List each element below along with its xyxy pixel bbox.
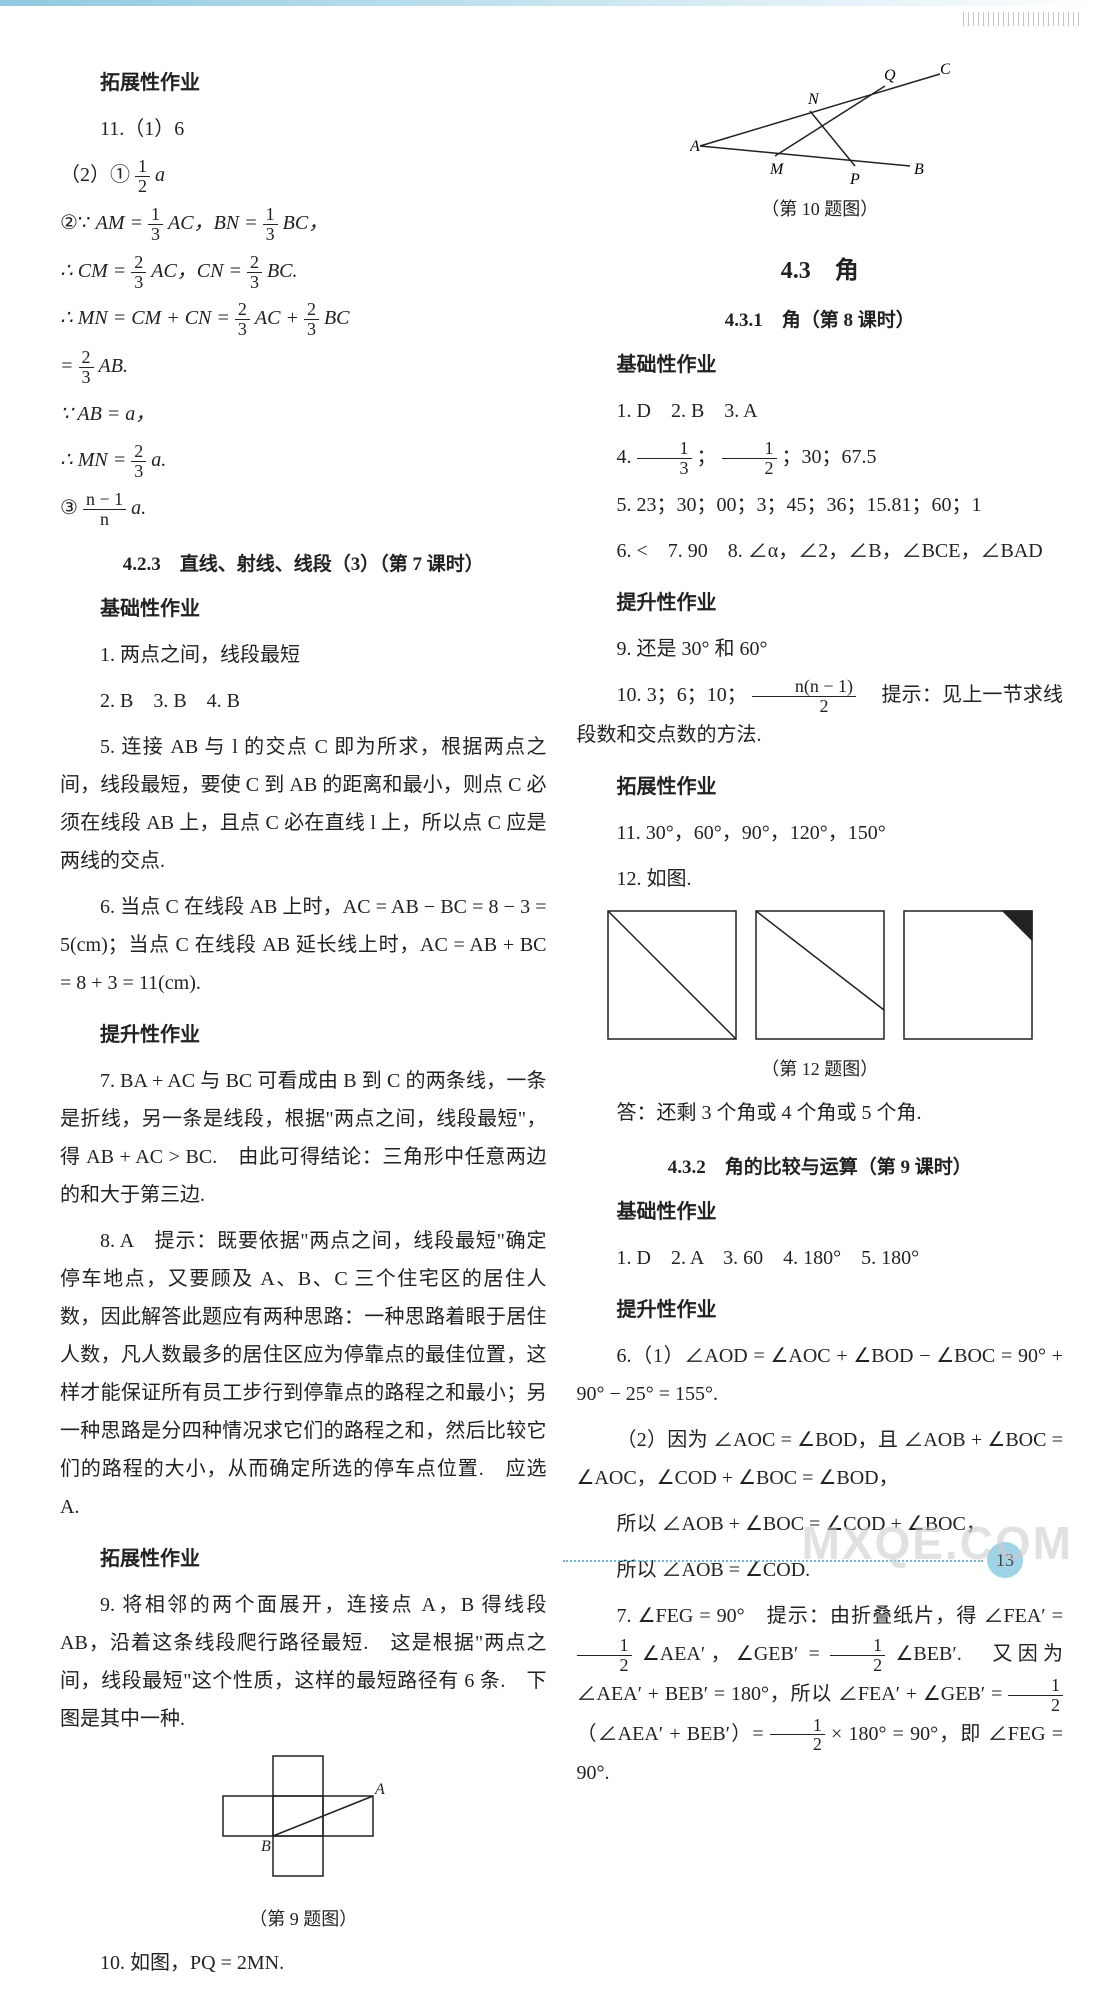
q11-2-1: （2）① 12 a	[60, 156, 547, 196]
u7: 7. BA + AC 与 BC 可看成由 B 到 C 的两条线，一条是折线，另一…	[60, 1062, 547, 1214]
figure-9: A B	[183, 1746, 423, 1896]
b234: 2. B 3. B 4. B	[60, 682, 547, 720]
ext2-label: 拓展性作业	[60, 1540, 547, 1578]
figure-12	[577, 910, 1064, 1040]
fig12-caption: （第 12 题图）	[577, 1052, 1064, 1086]
basic-label: 基础性作业	[60, 590, 547, 628]
rb5: 5. 23；30；00；3；45；36；15.81；60；1	[577, 486, 1064, 524]
sec-431: 4.3.1 角（第 8 课时）	[577, 305, 1064, 332]
svg-text:Q: Q	[884, 67, 896, 84]
u8: 8. A 提示：既要依据"两点之间，线段最短"确定停车地点，又要顾及 A、B、C…	[60, 1222, 547, 1526]
rc7: 7. ∠FEG = 90° 提示：由折叠纸片，得 ∠FEA′ = 12 ∠AEA…	[577, 1597, 1064, 1792]
fig9-caption: （第 9 题图）	[60, 1902, 547, 1936]
q11-1: 11.（1）6	[60, 110, 547, 148]
re11: 11. 30°，60°，90°，120°，150°	[577, 814, 1064, 852]
e10: 10. 如图，PQ = 2MN.	[60, 1944, 547, 1982]
ext-label-r: 拓展性作业	[577, 768, 1064, 806]
label-a: A	[374, 1781, 385, 1798]
q11-3: ③ n − 1n a.	[60, 489, 547, 529]
watermark: MXQE.COM	[801, 1516, 1073, 1570]
rb123: 1. D 2. B 3. A	[577, 392, 1064, 430]
rc1: 1. D 2. A 3. 60 4. 180° 5. 180°	[577, 1239, 1064, 1277]
up2-label: 提升性作业	[577, 1291, 1064, 1329]
b1: 1. 两点之间，线段最短	[60, 636, 547, 674]
line-cm: ∴ CM = 23 AC，CN = 23 BC.	[60, 252, 547, 292]
left-column: 拓展性作业 11.（1）6 （2）① 12 a ②∵ AM = 13 AC，BN…	[60, 50, 547, 1990]
figure-10: A M N P B Q C	[690, 56, 950, 186]
b5: 5. 连接 AB 与 l 的交点 C 即为所求，根据两点之间，线段最短，要使 C…	[60, 728, 547, 880]
ext-label: 拓展性作业	[60, 64, 547, 102]
line-ab: ∵ AB = a，	[60, 395, 547, 433]
rc6-1: 6.（1）∠AOD = ∠AOC + ∠BOD − ∠BOC = 90° + 9…	[577, 1337, 1064, 1413]
up-label-r: 提升性作业	[577, 584, 1064, 622]
rb4: 4. 13 ； 12 ；30；67.5	[577, 438, 1064, 478]
svg-text:P: P	[849, 171, 860, 186]
line-mn2: ∴ MN = 23 a.	[60, 441, 547, 481]
re12: 12. 如图.	[577, 860, 1064, 898]
rb6: 6. < 7. 90 8. ∠α，∠2，∠B，∠BCE，∠BAD	[577, 532, 1064, 570]
sec-423: 4.2.3 直线、射线、线段（3）（第 7 课时）	[60, 549, 547, 576]
ru10: 10. 3；6；10； n(n − 1)2 提示：见上一节求线段数和交点数的方法…	[577, 676, 1064, 754]
basic2-label: 基础性作业	[577, 1193, 1064, 1231]
svg-text:N: N	[807, 91, 820, 108]
up-label: 提升性作业	[60, 1016, 547, 1054]
e9: 9. 将相邻的两个面展开，连接点 A，B 得线段 AB，沿着这条线段爬行路径最短…	[60, 1586, 547, 1738]
fig12-answer: 答：还剩 3 个角或 4 个角或 5 个角.	[577, 1094, 1064, 1132]
line-eq: = 23 AB.	[60, 347, 547, 387]
right-column: A M N P B Q C （第 10 题图） 4.3 角 4.3.1 角（第 …	[577, 50, 1064, 1990]
b6: 6. 当点 C 在线段 AB 上时，AC = AB − BC = 8 − 3 =…	[60, 888, 547, 1002]
sec-432: 4.3.2 角的比较与运算（第 9 课时）	[577, 1152, 1064, 1179]
q11-2-2: ②∵ AM = 13 AC，BN = 13 BC，	[60, 204, 547, 244]
frac: 12	[135, 157, 150, 196]
label-b: B	[261, 1838, 271, 1855]
ru9: 9. 还是 30° 和 60°	[577, 630, 1064, 668]
sec-43: 4.3 角	[577, 250, 1064, 285]
basic-label-r: 基础性作业	[577, 346, 1064, 384]
svg-text:B: B	[914, 161, 924, 178]
svg-text:A: A	[690, 138, 700, 155]
line-mn: ∴ MN = CM + CN = 23 AC + 23 BC	[60, 299, 547, 339]
rc6-2a: （2）因为 ∠AOC = ∠BOD，且 ∠AOB + ∠BOC = ∠AOC，∠…	[577, 1421, 1064, 1497]
svg-text:C: C	[940, 61, 950, 78]
svg-text:M: M	[769, 161, 785, 178]
fig10-caption: （第 10 题图）	[577, 192, 1064, 226]
